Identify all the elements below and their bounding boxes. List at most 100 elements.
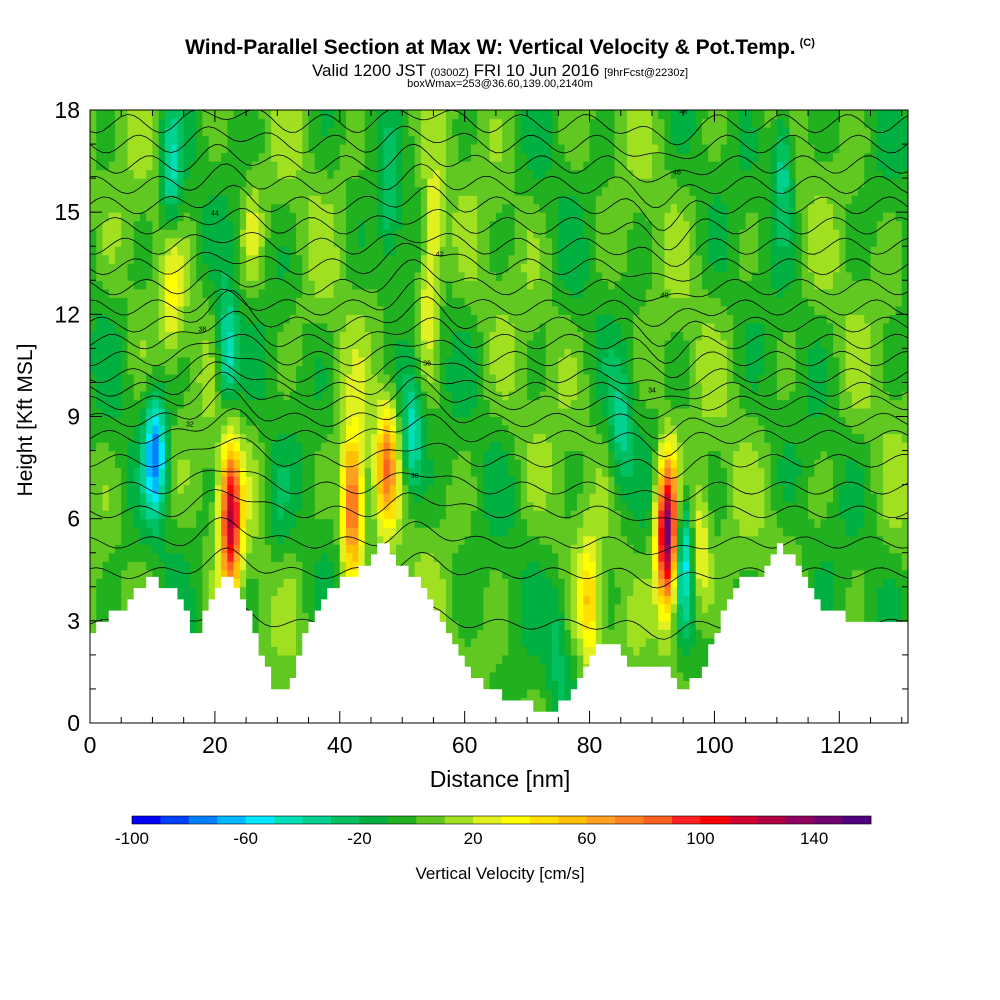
velocity-cell [258, 578, 266, 588]
velocity-cell [445, 578, 453, 588]
velocity-cell [258, 305, 266, 315]
velocity-cell [202, 450, 210, 460]
velocity-cell [495, 254, 503, 264]
velocity-cell [252, 501, 260, 511]
velocity-cell [445, 288, 453, 298]
velocity-cell [208, 561, 216, 571]
velocity-cell [414, 331, 422, 341]
velocity-cell [389, 237, 397, 247]
velocity-cell [427, 110, 435, 120]
velocity-cell [289, 178, 297, 188]
velocity-cell [402, 450, 410, 460]
velocity-cell [183, 544, 191, 554]
velocity-cell [346, 161, 353, 171]
velocity-cell [321, 373, 328, 384]
velocity-cell [383, 195, 391, 205]
velocity-cell [152, 518, 160, 528]
velocity-cell [308, 612, 316, 622]
velocity-cell [252, 382, 260, 392]
velocity-cell [96, 476, 104, 486]
velocity-cell [121, 407, 129, 418]
velocity-cell [146, 407, 154, 418]
velocity-cell [258, 620, 266, 630]
velocity-cell [489, 220, 497, 230]
velocity-cell [377, 331, 385, 341]
velocity-cell [139, 178, 147, 188]
velocity-cell [327, 169, 335, 179]
velocity-cell [90, 390, 97, 401]
velocity-cell [427, 373, 435, 384]
velocity-cell [370, 399, 378, 409]
velocity-cell [183, 518, 191, 528]
velocity-cell [520, 561, 528, 571]
velocity-cell [252, 229, 260, 239]
velocity-cell [333, 322, 341, 332]
velocity-cell [171, 459, 179, 469]
velocity-cell [308, 493, 316, 503]
velocity-cell [121, 348, 129, 358]
velocity-cell [264, 407, 272, 418]
velocity-cell [221, 297, 228, 307]
velocity-cell [196, 203, 203, 213]
velocity-cell [339, 118, 347, 128]
velocity-cell [314, 305, 322, 315]
velocity-cell [502, 322, 509, 332]
velocity-cell [283, 561, 291, 571]
velocity-cell [127, 442, 135, 452]
velocity-cell [96, 254, 104, 264]
velocity-cell [227, 390, 235, 401]
velocity-cell [202, 390, 210, 401]
velocity-cell [127, 135, 135, 145]
velocity-cell [395, 493, 403, 503]
velocity-cell [483, 646, 491, 656]
velocity-cell [458, 365, 466, 375]
velocity-cell [314, 544, 322, 554]
velocity-cell [90, 620, 97, 630]
velocity-cell [171, 220, 179, 230]
velocity-cell [127, 518, 135, 528]
velocity-cell [108, 195, 116, 205]
velocity-cell [127, 552, 135, 562]
velocity-cell [196, 425, 203, 435]
velocity-cell [427, 442, 435, 452]
velocity-cell [296, 518, 303, 528]
velocity-cell [402, 263, 410, 273]
velocity-cell [458, 220, 466, 230]
velocity-cell [96, 144, 104, 154]
velocity-cell [189, 450, 197, 460]
velocity-cell [364, 229, 372, 239]
velocity-cell [321, 127, 328, 137]
velocity-cell [370, 280, 378, 290]
velocity-cell [177, 229, 185, 239]
velocity-cell [121, 305, 129, 315]
velocity-cell [502, 552, 509, 562]
velocity-cell [133, 399, 141, 409]
velocity-cell [183, 186, 191, 196]
velocity-cell [370, 288, 378, 298]
forecast-tag: [9hrFcst@2230z] [604, 67, 689, 79]
velocity-cell [283, 382, 291, 392]
velocity-cell [333, 493, 341, 503]
velocity-cell [308, 331, 316, 341]
velocity-cell [339, 195, 347, 205]
velocity-cell [277, 680, 285, 690]
velocity-cell [214, 254, 222, 264]
velocity-cell [514, 493, 522, 503]
velocity-cell [408, 169, 416, 179]
velocity-cell [308, 254, 316, 264]
velocity-cell [408, 561, 416, 571]
velocity-cell [333, 476, 341, 486]
velocity-cell [445, 586, 453, 596]
velocity-cell [152, 110, 160, 120]
velocity-cell [296, 373, 303, 384]
velocity-cell [377, 271, 385, 281]
velocity-cell [327, 305, 335, 315]
velocity-cell [277, 459, 285, 469]
velocity-cell [402, 459, 410, 469]
velocity-cell [502, 186, 509, 196]
velocity-cell [252, 203, 260, 213]
velocity-cell [452, 297, 460, 307]
velocity-cell [177, 510, 185, 520]
velocity-cell [470, 603, 478, 613]
velocity-cell [183, 450, 191, 460]
